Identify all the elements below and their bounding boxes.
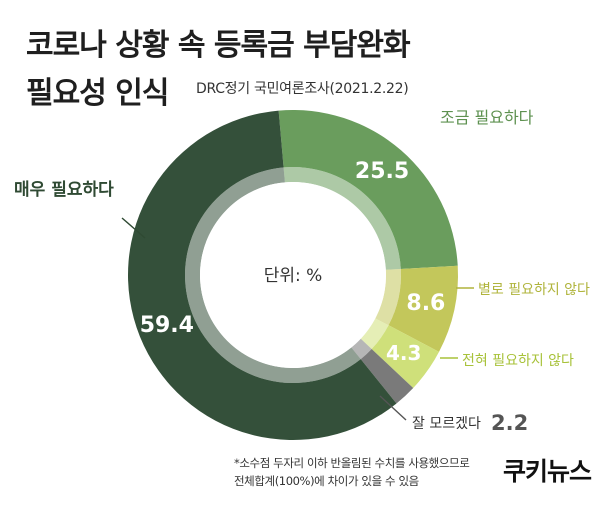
- value-label-3: 4.3: [386, 341, 421, 365]
- kuki-news-logo: 쿠키뉴스: [503, 457, 592, 486]
- slice-4: [360, 348, 414, 404]
- inner-ring-2: [375, 268, 401, 326]
- footnote: *소수점 두자리 이하 반올림된 수치를 사용했으므로 전체합계(100%)에 …: [234, 454, 470, 490]
- leader-line-4: [379, 395, 407, 421]
- value-label-5: 59.4: [140, 313, 194, 338]
- chart-title-line1: 코로나 상황 속 등록금 부담완화: [26, 28, 411, 63]
- value-label-1: 25.5: [355, 159, 409, 184]
- inner-ring-1: [283, 167, 401, 270]
- inner-ring-3: [360, 318, 389, 349]
- category-label-2: 별로 필요하지 않다: [478, 282, 590, 298]
- value-label-4: 2.2: [491, 411, 528, 435]
- category-label-4: 잘 모르겠다: [412, 416, 481, 432]
- leader-line-5: [121, 217, 146, 239]
- slice-5: [127, 110, 397, 440]
- chart-title-line2: 필요성 인식: [26, 76, 169, 111]
- slice-3: [371, 325, 440, 389]
- category-label-3: 전혀 필요하지 않다: [462, 353, 574, 369]
- source-caption: DRC정기 국민여론조사(2021.2.22): [196, 81, 409, 97]
- category-label-5: 매우 필요하다: [14, 180, 114, 200]
- inner-ring-4: [351, 338, 372, 360]
- category-label-1: 조금 필요하다: [440, 108, 534, 127]
- donut-hole: [200, 182, 386, 368]
- center-unit-label: 단위: %: [264, 266, 323, 286]
- slice-1: [278, 110, 458, 269]
- value-label-2: 8.6: [406, 291, 445, 316]
- footnote-line1: *소수점 두자리 이하 반올림된 수치를 사용했으므로: [234, 456, 470, 470]
- inner-ring-5: [185, 167, 361, 383]
- slice-2: [388, 265, 459, 352]
- footnote-line2: 전체합계(100%)에 차이가 있을 수 있음: [234, 474, 419, 488]
